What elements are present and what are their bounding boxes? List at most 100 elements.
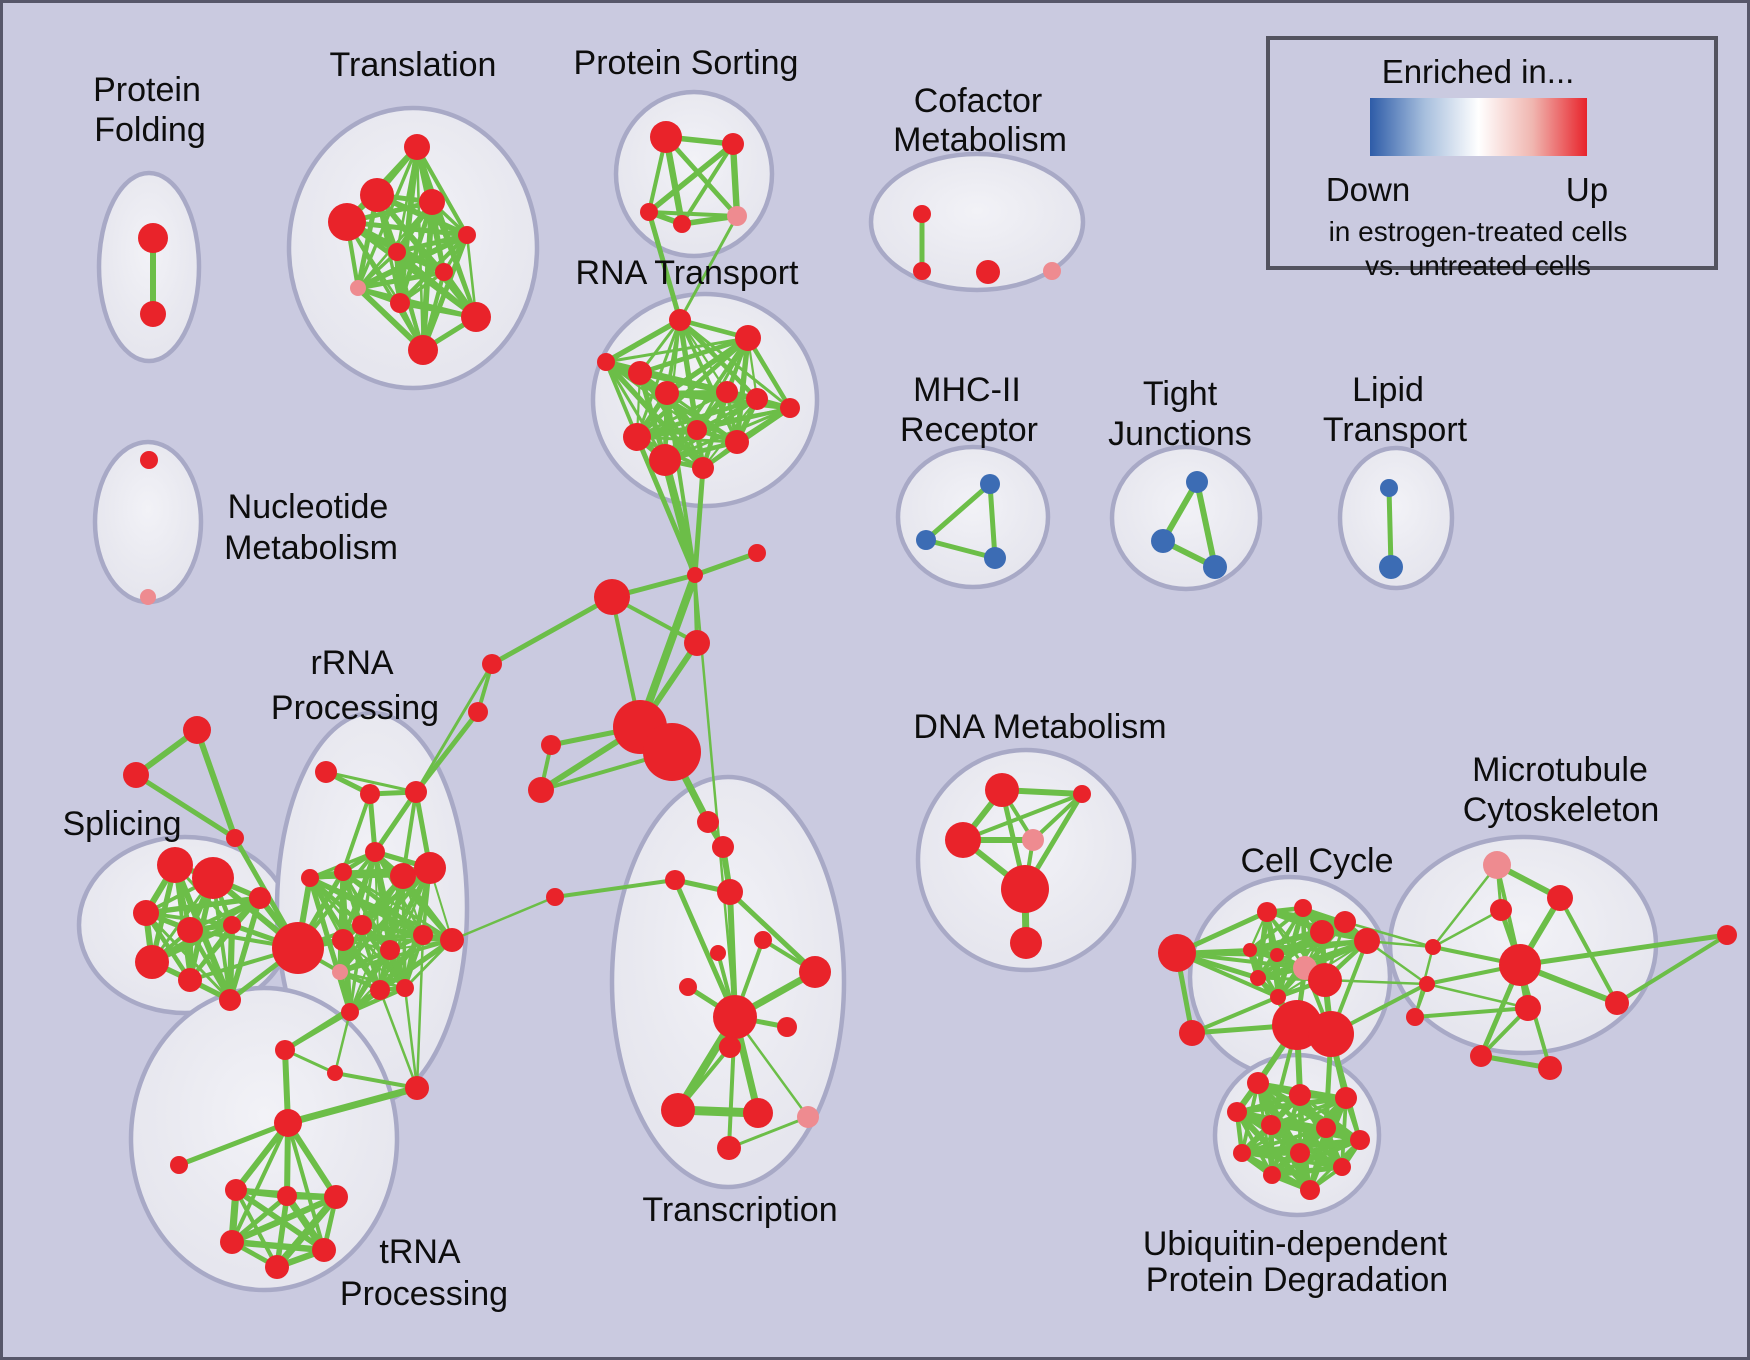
network-edge: [1274, 919, 1348, 958]
network-node: [482, 654, 502, 674]
network-node: [754, 931, 772, 949]
network-edge: [355, 269, 447, 291]
network-node: [360, 178, 394, 212]
network-edge: [604, 336, 750, 364]
network-node: [341, 1003, 359, 1021]
cluster-label-nucleotide-metabolism: Nucleotide: [228, 488, 389, 526]
legend-subtitle-line1: in estrogen-treated cells: [1329, 216, 1628, 247]
network-node: [1022, 829, 1044, 851]
network-edge: [228, 1238, 328, 1254]
network-node: [679, 978, 697, 996]
network-edge: [1190, 995, 1280, 1035]
network-node: [133, 900, 159, 926]
network-node: [334, 863, 352, 881]
cluster-label-cofactor-metabolism: Cofactor: [914, 82, 1043, 120]
cluster-label-transcription: Transcription: [642, 1191, 837, 1229]
network-edge: [646, 141, 736, 215]
cluster-label-rrna-processing: Processing: [271, 689, 439, 727]
network-edge: [489, 594, 615, 667]
network-node: [272, 922, 324, 974]
network-node: [717, 879, 743, 905]
cluster-label-lipid-transport: Transport: [1323, 411, 1468, 449]
network-edge: [338, 970, 407, 990]
network-node: [396, 979, 414, 997]
network-node: [1289, 1084, 1311, 1106]
network-edge: [1323, 978, 1429, 986]
network-edge: [450, 895, 557, 942]
network-node: [332, 964, 348, 980]
network-node: [274, 1109, 302, 1137]
network-edge: [1248, 906, 1305, 952]
network-node: [673, 215, 691, 233]
network-node: [976, 260, 1000, 284]
network-node: [541, 735, 561, 755]
network-node: [328, 203, 366, 241]
legend: Enriched in... Down Up in estrogen-treated …: [1266, 36, 1718, 281]
network-edge: [194, 727, 238, 841]
cluster-label-ubiquitin-degradation: Protein Degradation: [1146, 1261, 1448, 1299]
network-node: [365, 842, 385, 862]
network-edge: [228, 1193, 340, 1246]
network-node: [722, 133, 744, 155]
network-edge: [176, 1120, 291, 1168]
network-edge: [1275, 939, 1369, 957]
network-node: [643, 723, 701, 781]
network-edge: [1615, 933, 1729, 1005]
network-node: [123, 762, 149, 788]
network-node: [725, 430, 749, 454]
network-edge: [355, 232, 470, 291]
network-node: [413, 925, 433, 945]
cluster-label-mhc-ii-receptor: Receptor: [900, 411, 1038, 449]
network-edge: [692, 465, 706, 578]
network-node: [140, 589, 156, 605]
network-nodes: [123, 121, 1737, 1279]
cluster-label-protein-folding: Folding: [94, 111, 206, 149]
network-node: [1010, 927, 1042, 959]
network-node: [1250, 970, 1266, 986]
network-node: [135, 945, 169, 979]
network-node: [1499, 944, 1541, 986]
network-node: [628, 361, 652, 385]
network-node: [528, 777, 554, 803]
network-edge: [333, 1071, 419, 1090]
cluster-label-tight-junctions: Junctions: [1108, 415, 1252, 453]
network-node: [332, 929, 354, 951]
cluster-label-rrna-processing: rRNA: [310, 644, 393, 682]
network-node: [1308, 1011, 1354, 1057]
cluster-labels: ProteinFoldingNucleotideMetabolismTransl…: [62, 44, 1659, 1313]
network-node: [360, 784, 380, 804]
network-edge: [729, 140, 741, 220]
network-node: [249, 887, 271, 909]
network-edge: [414, 662, 494, 794]
network-edge: [734, 335, 751, 445]
network-node: [735, 325, 761, 351]
network-edge: [695, 406, 792, 432]
network-node: [138, 223, 168, 253]
network-node: [1300, 1180, 1320, 1200]
network-edge: [1413, 1006, 1530, 1019]
network-node: [223, 916, 241, 934]
network-node: [468, 702, 488, 722]
network-node: [1270, 989, 1286, 1005]
network-node: [405, 781, 427, 803]
network-node: [1316, 1118, 1336, 1138]
network-node: [390, 293, 410, 313]
network-node: [370, 980, 390, 1000]
network-node: [799, 956, 831, 988]
network-node: [1257, 902, 1277, 922]
network-node: [649, 444, 681, 476]
legend-subtitle-line2: vs. untreated cells: [1365, 250, 1591, 281]
network-edge: [923, 481, 993, 543]
network-edge: [133, 772, 238, 841]
network-node: [692, 457, 714, 479]
network-node: [219, 989, 241, 1011]
legend-down-label: Down: [1326, 171, 1410, 208]
network-node: [1605, 991, 1629, 1015]
network-edge: [961, 792, 1084, 842]
network-node: [669, 309, 691, 331]
network-node: [913, 205, 931, 223]
network-node: [1483, 851, 1511, 879]
network-node: [797, 1106, 819, 1128]
network-node: [1335, 1087, 1357, 1109]
